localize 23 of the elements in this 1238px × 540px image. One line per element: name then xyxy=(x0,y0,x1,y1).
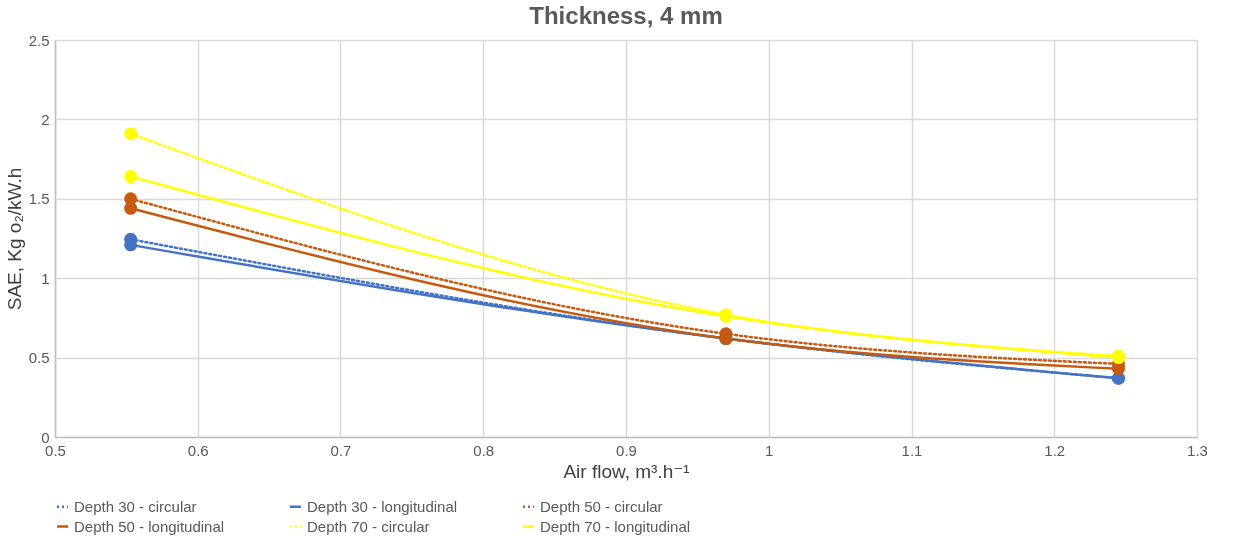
legend-label: Depth 70 - longitudinal xyxy=(540,517,691,535)
x-tick-label: 0.8 xyxy=(473,441,495,459)
x-tick-label: 0.9 xyxy=(616,441,637,459)
x-tick-label: 1.2 xyxy=(1044,441,1066,459)
y-tick-label: 2 xyxy=(41,110,50,128)
y-tick-label: 1 xyxy=(41,269,50,287)
y-tick-label: 0 xyxy=(41,428,50,446)
x-tick-label: 0.7 xyxy=(330,441,352,459)
y-tick-label: 1.5 xyxy=(28,190,50,208)
x-tick-label: 0.6 xyxy=(187,441,209,459)
chart-title: Thickness, 4 mm xyxy=(529,2,723,29)
y-tick-label: 2.5 xyxy=(28,31,50,49)
x-axis-title: Air flow, m³.h⁻¹ xyxy=(563,460,690,482)
legend-label: Depth 70 - circular xyxy=(307,517,430,535)
legend-label: Depth 30 - circular xyxy=(74,497,197,515)
legend-label: Depth 50 - longitudinal xyxy=(74,517,225,535)
legend-label: Depth 30 - longitudinal xyxy=(307,497,458,515)
x-tick-label: 1.1 xyxy=(901,441,923,459)
x-tick-label: 1.3 xyxy=(1187,441,1208,459)
y-tick-label: 0.5 xyxy=(28,349,50,367)
x-tick-label: 1 xyxy=(765,441,774,459)
y-axis-title: SAE, Kg o₂/kW.h xyxy=(3,167,25,311)
legend-label: Depth 50 - circular xyxy=(540,497,663,515)
